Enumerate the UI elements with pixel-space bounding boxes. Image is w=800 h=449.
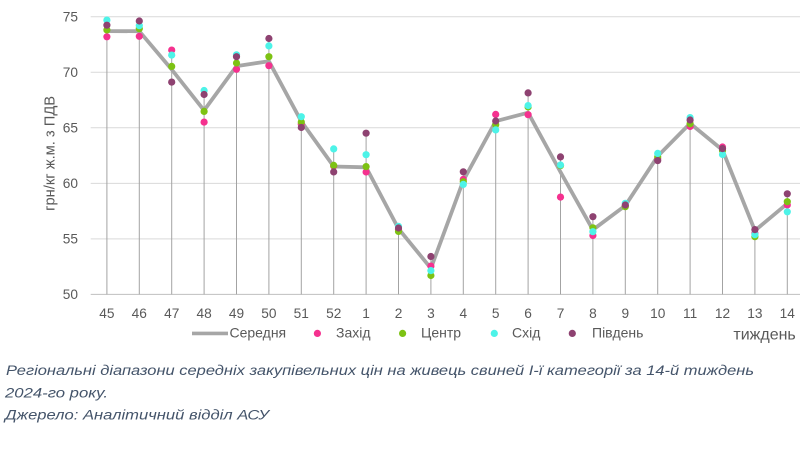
svg-text:51: 51 xyxy=(294,306,309,321)
svg-text:60: 60 xyxy=(63,176,79,191)
svg-text:5: 5 xyxy=(492,306,500,321)
svg-text:10: 10 xyxy=(650,306,666,321)
svg-text:7: 7 xyxy=(557,306,565,321)
svg-text:14: 14 xyxy=(780,306,796,321)
svg-text:тиждень: тиждень xyxy=(733,326,795,343)
svg-text:65: 65 xyxy=(63,121,79,136)
svg-text:48: 48 xyxy=(196,306,212,321)
svg-text:46: 46 xyxy=(132,306,148,321)
svg-text:грн/кг ж.м. з ПДВ: грн/кг ж.м. з ПДВ xyxy=(43,96,59,211)
svg-text:50: 50 xyxy=(261,306,277,321)
svg-text:Схід: Схід xyxy=(512,324,540,340)
svg-text:3: 3 xyxy=(427,306,435,321)
svg-text:8: 8 xyxy=(589,306,597,321)
svg-text:6: 6 xyxy=(524,306,532,321)
svg-text:52: 52 xyxy=(326,306,341,321)
svg-text:47: 47 xyxy=(164,306,179,321)
svg-text:13: 13 xyxy=(747,306,763,321)
svg-text:2024-го року.: 2024-го року. xyxy=(4,386,108,402)
svg-text:9: 9 xyxy=(621,306,629,321)
svg-text:Південь: Південь xyxy=(592,324,643,340)
svg-text:55: 55 xyxy=(63,232,79,247)
svg-text:Середня: Середня xyxy=(230,324,287,340)
svg-text:1: 1 xyxy=(362,306,370,321)
svg-text:Регіональні діапазони середніх: Регіональні діапазони середніх закупівел… xyxy=(6,363,754,379)
svg-text:4: 4 xyxy=(459,306,467,321)
svg-text:Джерело: Аналітичний відділ АС: Джерело: Аналітичний відділ АСУ xyxy=(3,408,272,424)
svg-text:11: 11 xyxy=(683,306,697,321)
svg-text:2: 2 xyxy=(395,306,403,321)
svg-text:Захід: Захід xyxy=(336,324,371,340)
svg-text:70: 70 xyxy=(63,65,79,80)
svg-text:45: 45 xyxy=(99,306,115,321)
svg-text:75: 75 xyxy=(63,10,79,25)
svg-text:Центр: Центр xyxy=(421,324,461,340)
svg-text:12: 12 xyxy=(715,306,730,321)
svg-text:49: 49 xyxy=(229,306,244,321)
svg-text:50: 50 xyxy=(63,287,79,302)
